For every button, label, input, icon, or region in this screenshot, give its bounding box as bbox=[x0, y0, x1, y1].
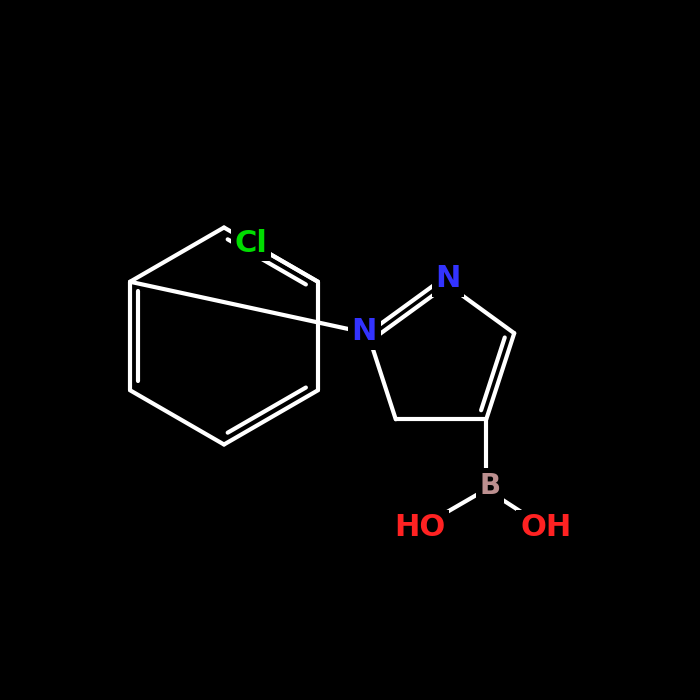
Text: N: N bbox=[351, 317, 377, 346]
Text: N: N bbox=[435, 264, 461, 293]
Text: HO: HO bbox=[394, 513, 445, 542]
Text: B: B bbox=[480, 472, 500, 500]
Text: OH: OH bbox=[520, 513, 571, 542]
Text: Cl: Cl bbox=[234, 229, 267, 258]
